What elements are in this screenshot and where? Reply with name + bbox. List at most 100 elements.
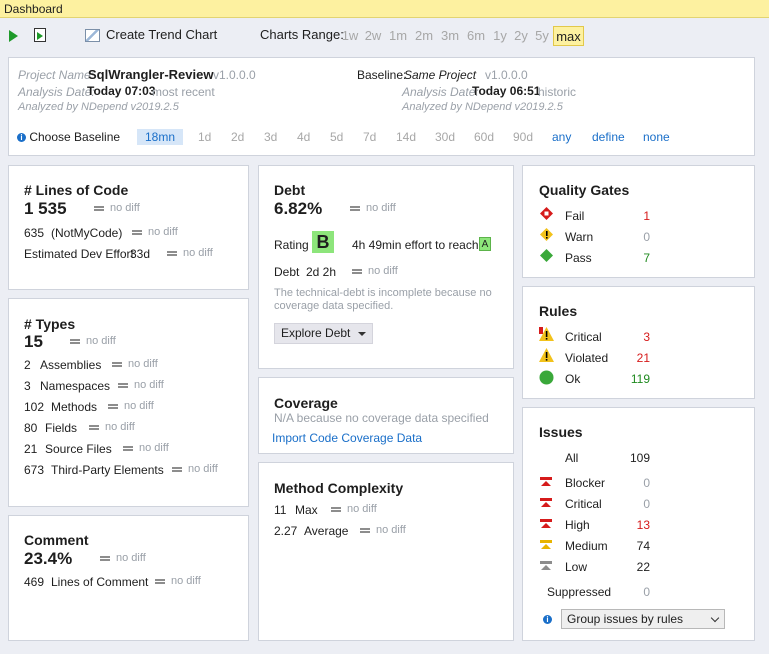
create-trend-chart-button[interactable]: Create Trend Chart — [106, 27, 218, 42]
debt-amount-label: Debt — [274, 265, 300, 279]
issues-all-label: All — [565, 451, 579, 465]
baseline-any-link[interactable]: any — [552, 130, 572, 144]
baseline-90d[interactable]: 90d — [513, 130, 534, 144]
baseline-60d[interactable]: 60d — [474, 130, 495, 144]
chevron-down-icon — [710, 613, 720, 623]
issues-title: Issues — [539, 424, 583, 440]
rules-critical-label: Critical — [565, 330, 602, 344]
method-complexity-panel[interactable] — [258, 462, 514, 641]
range-1m[interactable]: 1m — [388, 28, 408, 43]
range-1w[interactable]: 1w — [341, 28, 359, 43]
analyzed-by: Analyzed by NDepend v2019.2.5 — [18, 101, 179, 113]
range-2y[interactable]: 2y — [514, 28, 528, 43]
source-files-value: 21 — [24, 442, 38, 456]
comment-lines-value: 469 — [24, 575, 45, 589]
baseline-18mn[interactable]: 18mn — [137, 129, 184, 145]
types-panel[interactable] — [8, 298, 249, 507]
range-6m[interactable]: 6m — [466, 28, 486, 43]
loc-value: 1 535 — [24, 199, 67, 218]
dropdown-caret-icon — [358, 331, 367, 336]
run-analysis-icon[interactable] — [9, 30, 18, 42]
analysis-date: Today 07:03 — [87, 84, 156, 98]
baseline-5d[interactable]: 5d — [330, 130, 344, 144]
baseline-4d[interactable]: 4d — [297, 130, 311, 144]
baseline-none-link[interactable]: none — [643, 130, 670, 144]
issues-all-count: 109 — [629, 451, 650, 465]
namespaces-value: 3 — [24, 379, 31, 393]
project-name-label: Project Name: — [18, 68, 95, 82]
quality-gates-panel[interactable] — [522, 165, 755, 278]
blocker-icon — [540, 477, 552, 487]
fail-icon — [540, 207, 553, 220]
high-severity-icon — [540, 519, 552, 529]
target-grade-badge: A — [479, 237, 491, 251]
fields-diff: no diff — [89, 421, 135, 433]
critical-severity-icon — [540, 498, 552, 508]
range-max[interactable]: max — [553, 26, 584, 46]
baseline-30d[interactable]: 30d — [435, 130, 456, 144]
baseline-2d[interactable]: 2d — [231, 130, 245, 144]
baseline-1d[interactable]: 1d — [198, 130, 212, 144]
coverage-note: N/A because no coverage data specified — [274, 411, 489, 425]
project-name: SqlWrangler-Review — [88, 67, 214, 82]
baseline-3d[interactable]: 3d — [264, 130, 278, 144]
group-issues-select[interactable]: Group issues by rules — [561, 609, 725, 629]
notmycode-label: (NotMyCode) — [51, 226, 123, 240]
lines-of-code-panel[interactable] — [8, 165, 249, 290]
range-5y[interactable]: 5y — [535, 28, 549, 43]
comment-panel[interactable] — [8, 515, 249, 641]
methods-diff: no diff — [108, 400, 154, 412]
import-coverage-link[interactable]: Import Code Coverage Data — [272, 431, 423, 445]
notmycode-value: 635 — [24, 226, 45, 240]
explore-debt-button[interactable]: Explore Debt — [274, 323, 374, 344]
dev-effort-value: 33d — [130, 247, 151, 261]
baseline-define-link[interactable]: define — [592, 130, 625, 144]
run-report-icon[interactable] — [34, 28, 46, 42]
gate-warn-count: 0 — [643, 230, 650, 244]
low-severity-icon — [540, 561, 552, 571]
ok-rule-icon — [539, 370, 554, 385]
range-1y[interactable]: 1y — [493, 28, 507, 43]
notmycode-diff: no diff — [132, 226, 178, 238]
choose-baseline[interactable]: i Choose Baseline — [17, 130, 120, 144]
effort-to-reach: 4h 49min effort to reach — [352, 238, 479, 252]
baseline-name: Same Project — [404, 68, 477, 82]
loc-diff: no diff — [94, 202, 140, 214]
gate-pass-count: 7 — [643, 251, 650, 265]
fields-label: Fields — [45, 421, 78, 435]
rating-label: Rating — [274, 238, 309, 252]
loc-title: # Lines of Code — [24, 182, 129, 198]
rules-violated-label: Violated — [565, 351, 609, 365]
rules-ok-label: Ok — [565, 372, 581, 386]
group-issues-selected: Group issues by rules — [567, 612, 684, 626]
range-2w[interactable]: 2w — [364, 28, 382, 43]
critical-rule-icon — [539, 327, 554, 341]
coverage-panel[interactable] — [258, 377, 514, 454]
analysis-date-note: most recent — [152, 85, 215, 99]
rules-title: Rules — [539, 303, 578, 319]
gate-warn-label: Warn — [565, 230, 594, 244]
issues-high-label: High — [565, 518, 590, 532]
types-value: 15 — [24, 332, 43, 351]
comment-lines-diff: no diff — [155, 575, 201, 587]
pass-icon — [540, 249, 553, 262]
complexity-avg-value: 2.27 — [274, 524, 298, 538]
source-files-label: Source Files — [45, 442, 112, 456]
window-title: Dashboard — [0, 0, 769, 18]
debt-incomplete-note: The technical-debt is incomplete because… — [274, 287, 492, 312]
issues-panel[interactable] — [522, 407, 755, 641]
debt-title: Debt — [274, 182, 306, 198]
range-2m[interactable]: 2m — [414, 28, 434, 43]
comment-title: Comment — [24, 532, 89, 548]
baseline-7d[interactable]: 7d — [363, 130, 377, 144]
issues-suppressed-count: 0 — [643, 585, 650, 599]
project-header-panel — [8, 57, 755, 156]
range-3m[interactable]: 3m — [440, 28, 460, 43]
issues-critical-count: 0 — [643, 497, 650, 511]
rules-violated-count: 21 — [636, 351, 650, 365]
assemblies-value: 2 — [24, 358, 31, 372]
namespaces-diff: no diff — [118, 379, 164, 391]
rules-panel[interactable] — [522, 286, 755, 399]
baseline-14d[interactable]: 14d — [396, 130, 417, 144]
debt-amount-diff: no diff — [352, 265, 398, 277]
